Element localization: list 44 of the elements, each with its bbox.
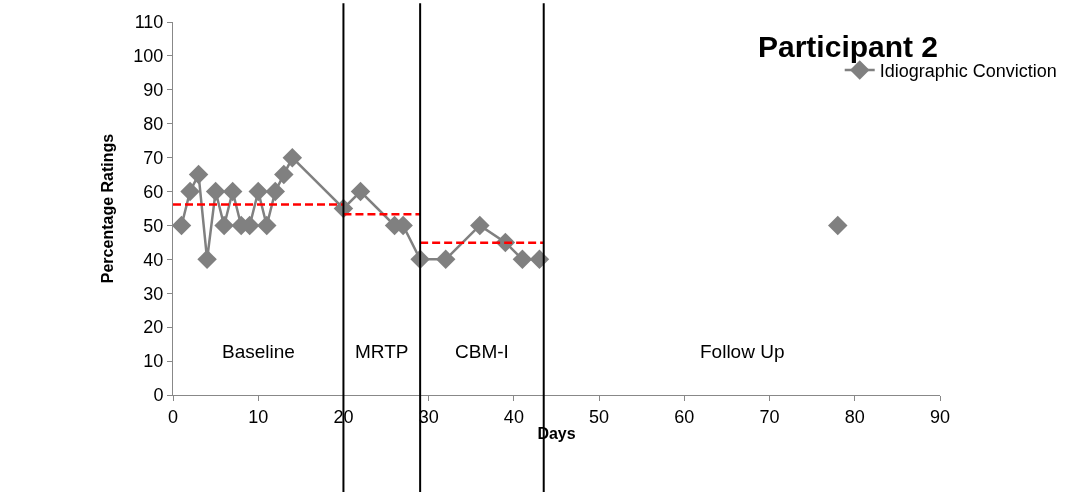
annotation: MRTP [355, 341, 409, 362]
annotation: Follow Up [700, 341, 785, 362]
point [274, 164, 294, 185]
point [282, 147, 303, 168]
y-tick-label: 90 [143, 80, 164, 101]
y-axis-title: Percentage Ratings [99, 133, 117, 284]
point [222, 181, 243, 202]
chart-title: Participant 2 [758, 30, 939, 63]
y-tick-label: 30 [143, 283, 164, 304]
y-tick-label: 10 [143, 351, 164, 372]
point [173, 215, 192, 236]
point [188, 164, 209, 185]
y-tick-label: 110 [134, 12, 164, 33]
point [248, 181, 268, 202]
y-tick-label: 50 [143, 215, 164, 236]
point [205, 181, 226, 202]
point [435, 249, 456, 270]
y-tick-label: 0 [153, 385, 164, 406]
x-tick-label: 40 [503, 406, 524, 427]
x-tick-label: 10 [248, 406, 269, 427]
point [350, 181, 371, 202]
y-tick-label: 60 [143, 181, 164, 202]
point [827, 215, 848, 236]
point [256, 215, 277, 236]
point [214, 215, 234, 236]
point [197, 249, 217, 270]
x-tick-label: 50 [589, 406, 610, 427]
point [512, 249, 533, 270]
x-tick-label: 60 [674, 406, 695, 427]
y-tick-label: 20 [143, 317, 164, 338]
annotation: CBM-I [455, 341, 509, 362]
point [265, 181, 286, 202]
annotation: Baseline [222, 341, 295, 362]
point [180, 181, 200, 202]
y-tick-label: 70 [143, 147, 164, 168]
y-tick-label: 80 [143, 114, 164, 135]
y-tick-label: 100 [133, 46, 164, 67]
point [470, 215, 490, 236]
y-tick-label: 40 [143, 249, 164, 270]
legend-label: Idiographic Conviction [879, 61, 1057, 82]
x-tick-label: 80 [844, 406, 865, 427]
x-tick-label: 0 [167, 406, 179, 427]
x-tick-label: 90 [929, 406, 951, 427]
x-tick-label: 70 [759, 406, 780, 427]
